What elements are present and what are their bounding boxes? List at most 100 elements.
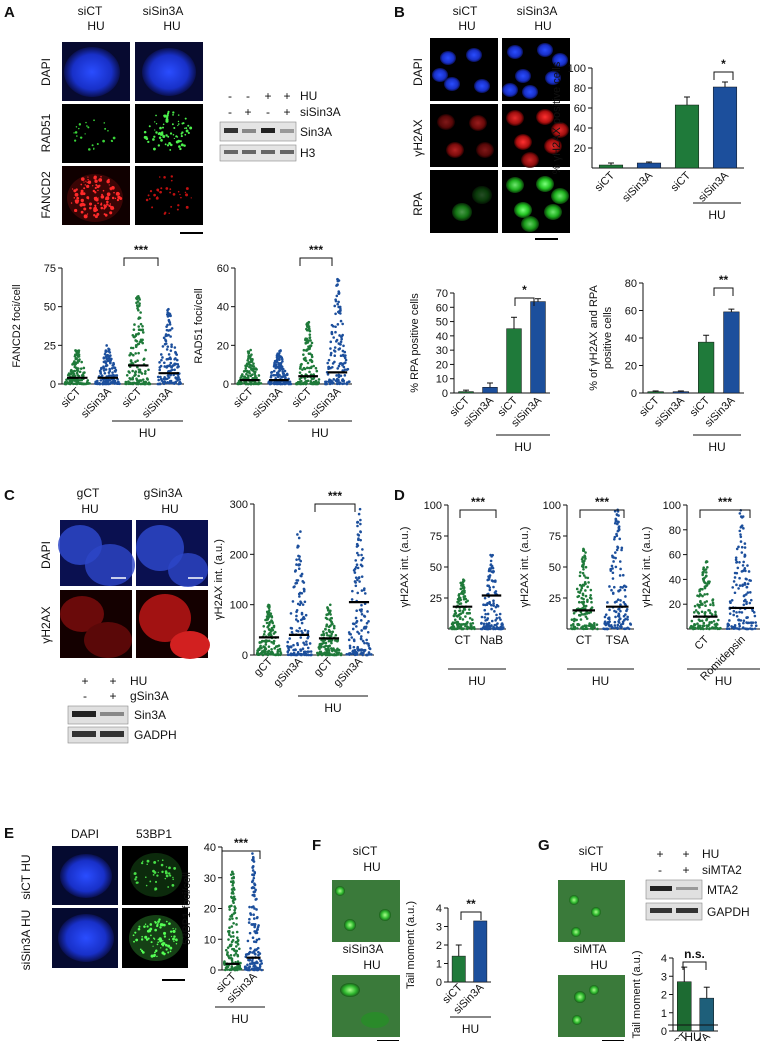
category-label: siCT: [669, 169, 694, 194]
data-point: [137, 325, 141, 328]
data-point: [277, 362, 280, 366]
data-point: [715, 622, 718, 626]
data-point: [331, 362, 335, 365]
data-point: [497, 627, 501, 631]
data-point: [624, 585, 628, 589]
data-point: [704, 604, 707, 607]
panel-e: E DAPI 53BP1 siCT HU siSin3A HU: [4, 825, 188, 981]
data-point: [259, 644, 262, 648]
data-point: [483, 616, 487, 619]
data-point: [137, 342, 141, 346]
image-label: siCT: [353, 844, 378, 858]
data-point: [279, 361, 283, 365]
data-point: [129, 352, 132, 355]
y-axis-label: positive cells: [602, 306, 614, 369]
data-point: [251, 858, 254, 862]
data-point: [345, 382, 349, 386]
panel-letter: B: [394, 4, 405, 21]
y-tick-label: 20: [217, 340, 229, 352]
data-point: [264, 647, 268, 651]
blot-row-label: HU: [702, 847, 719, 861]
data-point: [356, 521, 359, 524]
data-point: [86, 382, 90, 385]
data-point: [268, 620, 272, 624]
data-point: [324, 381, 327, 385]
significance-label: ***: [471, 495, 485, 509]
blot-sign: +: [244, 105, 251, 119]
data-point: [356, 551, 359, 555]
data-point: [740, 551, 744, 554]
data-point: [344, 358, 348, 362]
data-point: [306, 646, 310, 650]
y-tick-label: 40: [574, 123, 586, 135]
data-point: [310, 377, 314, 381]
blot-sign: -: [228, 105, 232, 119]
data-point: [109, 361, 112, 365]
data-point: [351, 650, 354, 653]
data-point: [584, 565, 588, 569]
data-point: [295, 382, 299, 386]
data-point: [501, 623, 504, 627]
data-point: [704, 560, 708, 564]
data-point: [137, 328, 141, 332]
data-point: [335, 382, 339, 386]
column-label: 53BP1: [136, 827, 172, 841]
data-point: [259, 959, 262, 963]
data-point: [360, 612, 364, 616]
data-point: [356, 591, 360, 595]
category-label: gCT: [312, 655, 335, 678]
data-point: [253, 952, 257, 955]
data-point: [450, 622, 454, 626]
data-point: [324, 616, 328, 620]
data-point: [490, 619, 494, 623]
data-point: [280, 356, 284, 359]
data-point: [626, 618, 629, 621]
data-point: [490, 579, 494, 582]
data-point: [288, 380, 292, 384]
data-point: [577, 590, 580, 594]
blot-band-label: GADPH: [134, 728, 177, 742]
data-point: [586, 585, 589, 589]
data-point: [578, 574, 582, 578]
data-point: [743, 583, 747, 586]
data-point: [228, 943, 232, 947]
data-point: [613, 537, 616, 541]
data-point: [308, 642, 312, 645]
data-point: [706, 566, 709, 569]
data-point: [462, 578, 465, 581]
data-point: [484, 619, 487, 622]
data-point: [308, 347, 311, 351]
data-point: [363, 641, 366, 645]
data-point: [617, 525, 621, 528]
blot-sign: +: [283, 105, 290, 119]
y-tick-label: 80: [625, 278, 637, 290]
data-point: [623, 602, 627, 606]
data-point: [619, 609, 622, 613]
column-label: HU: [81, 502, 98, 516]
data-point: [359, 518, 362, 522]
data-point: [137, 374, 140, 378]
category-label: NaB: [480, 633, 503, 647]
data-point: [367, 642, 370, 646]
data-point: [495, 625, 499, 629]
data-point: [310, 360, 314, 364]
data-point: [326, 373, 330, 376]
data-point: [616, 627, 619, 631]
data-point: [298, 371, 302, 374]
data-point: [76, 373, 79, 377]
data-point: [292, 643, 295, 647]
data-point: [111, 380, 115, 384]
data-point: [158, 361, 161, 364]
data-point: [325, 631, 328, 635]
y-tick-label: 300: [230, 499, 248, 511]
data-point: [365, 638, 368, 642]
column-label: siSin3A: [143, 4, 184, 18]
data-point: [326, 606, 329, 610]
data-point: [300, 574, 303, 578]
data-point: [743, 546, 747, 549]
column-label: gCT: [77, 486, 100, 500]
data-point: [231, 917, 234, 920]
data-point: [100, 374, 104, 377]
chart-gh2ax-nab: 25 50 75 100 γH2AX int. (a.u.) CT NaB HU ***: [399, 495, 506, 688]
